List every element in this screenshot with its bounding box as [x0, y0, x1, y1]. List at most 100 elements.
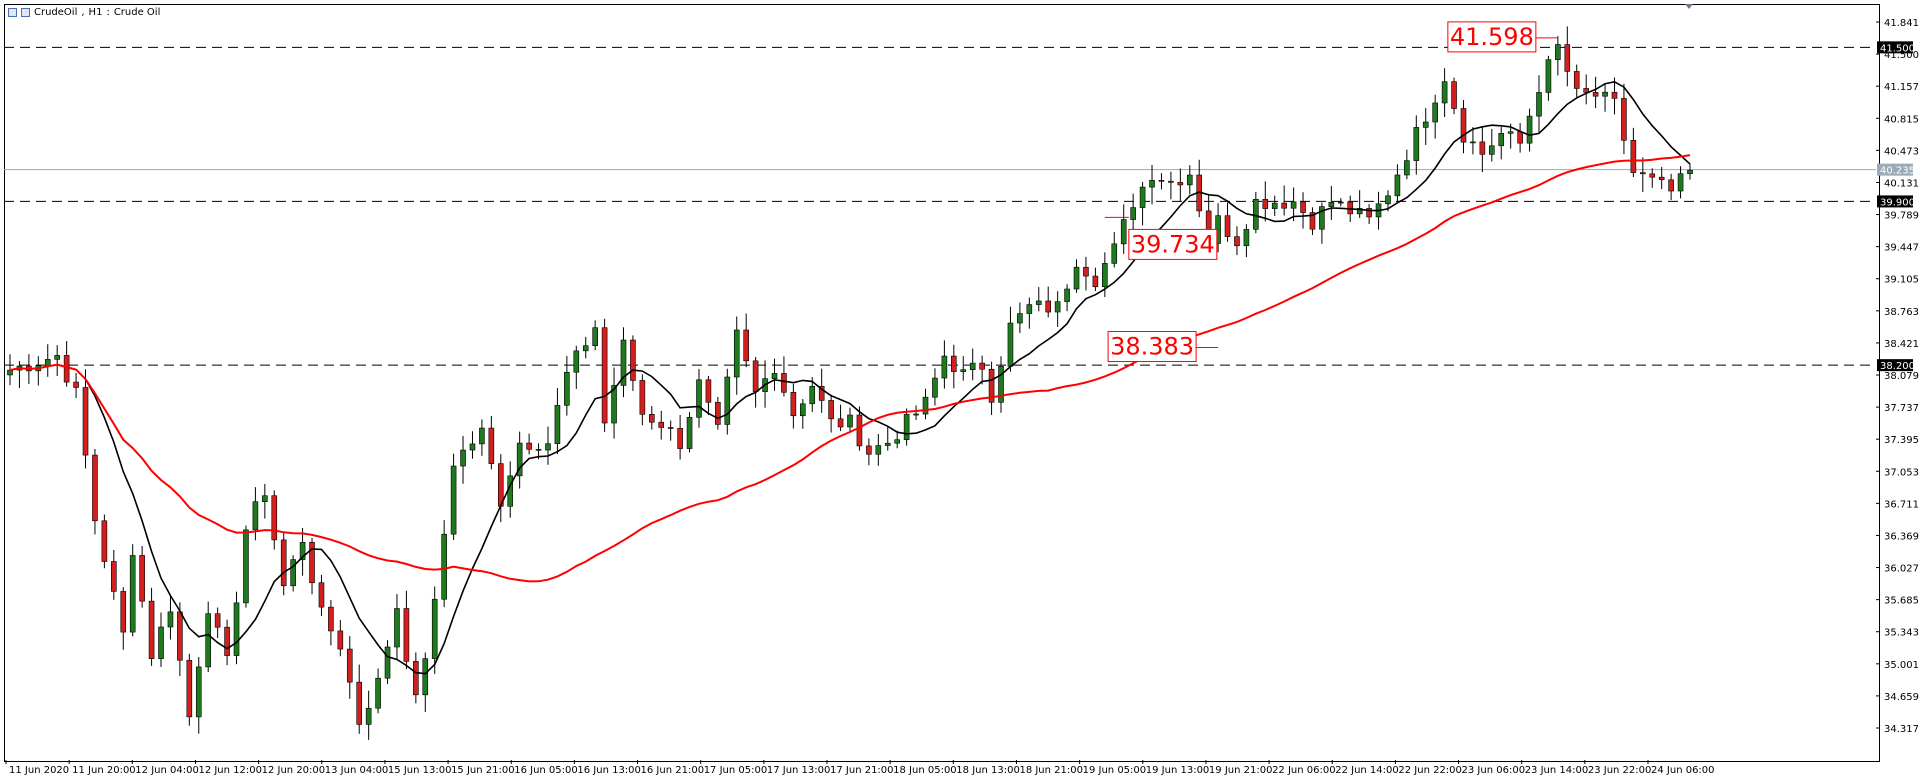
candle-body — [1064, 288, 1070, 302]
chart-title: CrudeOil, H1: Crude Oil — [8, 7, 160, 18]
candle — [1177, 168, 1184, 202]
y-tick-label: 40.815 — [1884, 114, 1919, 125]
candle — [1385, 190, 1391, 212]
x-tick-label: 17 Jun 05:00 — [704, 765, 768, 776]
candle-body — [1102, 263, 1108, 288]
candle-body — [1007, 322, 1014, 367]
candle — [1149, 164, 1155, 205]
candle-body — [705, 379, 712, 403]
candle — [1668, 173, 1674, 201]
candle-body — [403, 608, 410, 662]
candle-body — [715, 401, 721, 425]
x-tick-label: 19 Jun 21:00 — [1209, 765, 1273, 776]
candle-body — [573, 350, 580, 373]
candle-body — [1045, 300, 1052, 313]
candle-body — [1640, 172, 1646, 175]
candle-body — [1347, 201, 1354, 215]
candle — [346, 636, 353, 699]
candle — [1158, 173, 1165, 190]
candle — [554, 388, 561, 455]
candle-body — [1413, 127, 1420, 161]
candle — [818, 368, 825, 413]
price-label: 41.598 — [1447, 21, 1558, 53]
candle-body — [1309, 212, 1316, 230]
candle — [979, 355, 985, 385]
x-tick-label: 23 Jun 22:00 — [1588, 765, 1652, 776]
chart-shift-marker-icon[interactable] — [1685, 4, 1693, 9]
y-tick-label: 41.841 — [1884, 18, 1919, 29]
candle — [1536, 75, 1542, 134]
candle-body — [733, 329, 740, 378]
level-badge: 39.900 — [1877, 195, 1915, 208]
candle — [1413, 115, 1420, 175]
chart-window-icon[interactable] — [21, 8, 30, 17]
candle-body — [818, 385, 825, 401]
candle-body — [271, 495, 278, 541]
candle-body — [1017, 313, 1023, 324]
candle-body — [1658, 176, 1665, 181]
candle-body — [1177, 182, 1184, 186]
candle-body — [724, 376, 731, 425]
candle-body — [290, 559, 296, 587]
candle-body — [1281, 202, 1287, 209]
candle — [696, 368, 702, 428]
candle — [337, 619, 344, 657]
candle-body — [809, 385, 816, 405]
candle-body — [1290, 201, 1297, 209]
candle — [1526, 108, 1533, 152]
candle — [1498, 126, 1505, 160]
candle — [167, 594, 174, 640]
candle — [630, 335, 636, 391]
candle-body — [790, 391, 797, 417]
candle — [63, 341, 70, 387]
candle — [1592, 76, 1599, 109]
candle — [413, 652, 419, 704]
candle-body — [545, 443, 551, 451]
level-badge: 41.500 — [1877, 41, 1915, 54]
candle-body — [252, 501, 259, 531]
candle-body — [592, 327, 598, 347]
candle — [1309, 207, 1316, 235]
candle — [705, 375, 712, 416]
candle — [582, 336, 589, 359]
candle — [1649, 168, 1656, 188]
candle-body — [497, 463, 504, 507]
candle — [913, 405, 919, 420]
candle-body — [601, 327, 608, 424]
candle-body — [1630, 139, 1637, 173]
candle-body — [1583, 88, 1589, 93]
candle-body — [1451, 81, 1457, 109]
x-tick-label: 15 Jun 21:00 — [451, 765, 515, 776]
candle — [1328, 185, 1335, 220]
candle — [733, 316, 740, 395]
candle-body — [922, 396, 929, 415]
candle — [1356, 190, 1363, 218]
candle — [1007, 306, 1014, 372]
candle-body — [1083, 266, 1089, 277]
price-label-box — [1107, 331, 1197, 363]
candle — [205, 601, 212, 672]
x-tick-label: 19 Jun 13:00 — [1146, 765, 1210, 776]
candle — [1488, 129, 1495, 162]
candle-body — [299, 541, 306, 560]
y-tick-label: 36.711 — [1884, 499, 1919, 510]
candle — [677, 414, 683, 460]
candle — [1064, 284, 1070, 312]
x-tick-label: 19 Jun 05:00 — [1083, 765, 1147, 776]
price-label-text: 39.734 — [1131, 230, 1215, 258]
candle-body — [1234, 236, 1240, 247]
x-tick-label: 13 Jun 04:00 — [325, 765, 389, 776]
candle — [1035, 287, 1042, 312]
chart-type-icon[interactable] — [8, 8, 17, 17]
candle — [545, 426, 551, 465]
candle — [290, 555, 296, 592]
current-price-badge-bg — [1877, 163, 1913, 176]
title-separator: , — [81, 7, 85, 18]
candle-body — [1130, 207, 1136, 220]
price-annotations: 41.598 39.734 38.383 — [1104, 21, 1558, 363]
candle — [139, 545, 145, 608]
candle-body — [1687, 169, 1693, 174]
candle — [1111, 232, 1118, 268]
candle-body — [1432, 102, 1438, 123]
